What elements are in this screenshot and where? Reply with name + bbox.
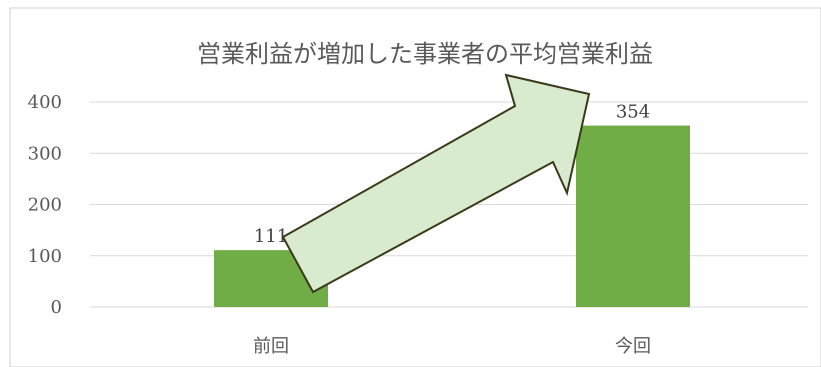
- y-tick-label: 100: [28, 246, 62, 267]
- trend-arrow-annotation: [281, 73, 591, 294]
- bar: [576, 125, 690, 307]
- data-labels: 111 354: [254, 102, 650, 248]
- data-label: 111: [254, 226, 288, 247]
- y-tick-label: 200: [28, 195, 62, 216]
- y-tick-label: 300: [28, 143, 62, 164]
- y-axis-tick-labels: 0 100 200 300 400: [28, 92, 62, 318]
- category-label: 前回: [253, 336, 289, 357]
- category-label: 今回: [615, 336, 651, 357]
- chart-title: 営業利益が増加した事業者の平均営業利益: [197, 40, 653, 68]
- data-label: 354: [616, 102, 650, 123]
- y-tick-label: 400: [28, 92, 62, 113]
- y-tick-label: 0: [51, 297, 62, 318]
- x-axis-category-labels: 前回 今回: [253, 336, 651, 357]
